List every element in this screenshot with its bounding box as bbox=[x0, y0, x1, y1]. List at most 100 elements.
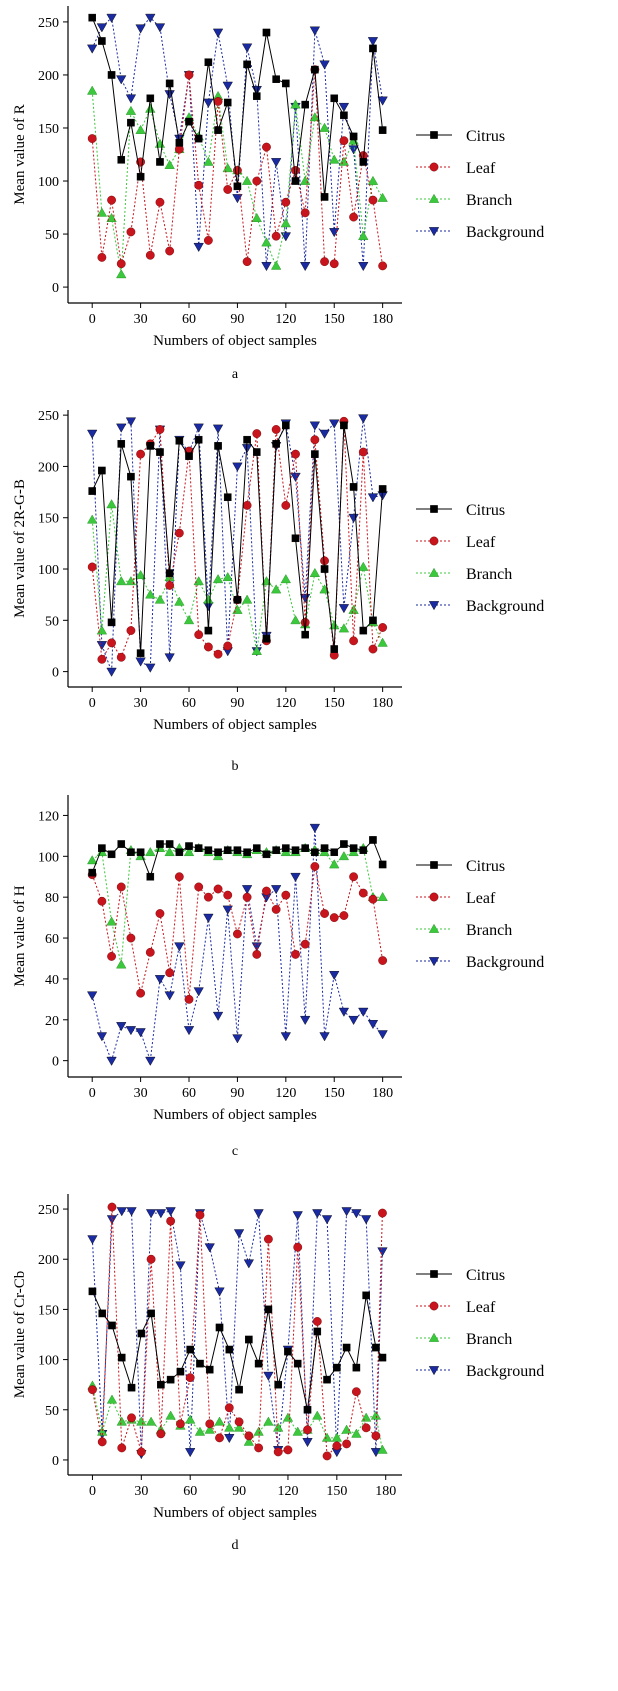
data-point-leaf bbox=[349, 636, 358, 646]
y-tick-label: 250 bbox=[38, 409, 59, 424]
x-tick-label: 0 bbox=[89, 312, 96, 327]
data-point-citrus bbox=[349, 844, 358, 852]
data-point-citrus bbox=[369, 616, 377, 625]
data-point-background bbox=[185, 1448, 196, 1458]
data-point-leaf bbox=[254, 1443, 264, 1453]
data-point-leaf bbox=[339, 911, 349, 920]
data-point-background bbox=[87, 1235, 98, 1245]
data-point-leaf bbox=[107, 638, 116, 648]
data-point-background bbox=[126, 1207, 137, 1217]
data-point-branch bbox=[203, 594, 214, 604]
data-point-leaf bbox=[358, 447, 368, 457]
legend-label-background: Background bbox=[466, 1363, 544, 1380]
data-point-background bbox=[183, 1026, 195, 1036]
data-point-citrus bbox=[215, 1323, 224, 1332]
data-point-leaf bbox=[339, 136, 349, 146]
data-point-citrus bbox=[88, 868, 97, 877]
data-point-background bbox=[193, 423, 204, 433]
data-point-background bbox=[145, 1056, 156, 1066]
data-point-leaf bbox=[97, 252, 107, 262]
data-point-background bbox=[338, 1007, 350, 1017]
data-point-leaf bbox=[117, 1443, 127, 1453]
data-point-leaf bbox=[215, 1433, 224, 1443]
data-point-leaf bbox=[174, 528, 184, 538]
x-tick-label: 30 bbox=[134, 312, 148, 327]
data-point-background bbox=[348, 513, 359, 523]
data-point-leaf bbox=[271, 905, 281, 914]
data-point-branch bbox=[358, 230, 369, 240]
x-tick-label: 30 bbox=[134, 1086, 148, 1101]
data-point-leaf bbox=[194, 630, 204, 640]
y-tick-label: 50 bbox=[45, 228, 59, 243]
legend-marker-leaf bbox=[429, 536, 439, 546]
data-point-leaf bbox=[88, 1385, 97, 1395]
data-point-branch bbox=[116, 959, 127, 969]
data-point-citrus bbox=[88, 1287, 97, 1296]
data-point-citrus bbox=[320, 193, 329, 201]
data-point-background bbox=[263, 1371, 274, 1381]
data-point-branch bbox=[263, 1416, 274, 1426]
x-tick-label: 180 bbox=[372, 696, 393, 711]
data-point-citrus bbox=[136, 649, 145, 657]
data-point-citrus bbox=[333, 1363, 341, 1372]
data-point-leaf bbox=[195, 1210, 205, 1220]
data-point-background bbox=[319, 429, 330, 439]
data-point-citrus bbox=[185, 117, 193, 126]
data-point-branch bbox=[377, 891, 388, 901]
y-tick-label: 0 bbox=[52, 666, 59, 681]
data-point-branch bbox=[300, 175, 311, 185]
data-point-background bbox=[116, 1022, 127, 1032]
x-tick-label: 60 bbox=[183, 1484, 197, 1499]
data-point-branch bbox=[145, 589, 156, 599]
data-point-citrus bbox=[282, 844, 290, 852]
data-point-leaf bbox=[145, 947, 155, 957]
data-point-leaf bbox=[281, 501, 291, 510]
data-point-background bbox=[106, 1056, 117, 1066]
chart-panel-a: 0 50 100 150 200 250 0 30 60 90 120 150 180 Numbers o… bbox=[12, 6, 544, 382]
x-tick-label: 150 bbox=[324, 1086, 345, 1101]
data-point-citrus bbox=[245, 1335, 253, 1344]
series-line-citrus bbox=[91, 839, 384, 879]
data-point-citrus bbox=[156, 158, 164, 166]
data-point-background bbox=[116, 75, 127, 85]
data-point-citrus bbox=[359, 626, 368, 635]
data-point-citrus bbox=[262, 634, 271, 643]
legend-marker-background bbox=[428, 957, 440, 967]
data-point-citrus bbox=[342, 1343, 351, 1352]
data-point-citrus bbox=[291, 846, 300, 854]
data-point-branch bbox=[125, 105, 137, 115]
data-point-leaf bbox=[281, 890, 291, 900]
y-tick-label: 100 bbox=[38, 563, 59, 578]
data-point-branch bbox=[271, 584, 282, 594]
data-point-background bbox=[377, 96, 388, 106]
data-point-branch bbox=[367, 175, 379, 185]
data-point-branch bbox=[351, 1428, 362, 1438]
data-point-branch bbox=[224, 1422, 235, 1432]
legend-label-citrus: Citrus bbox=[466, 128, 505, 145]
x-tick-label: 60 bbox=[182, 312, 196, 327]
data-point-citrus bbox=[117, 440, 126, 448]
data-point-background bbox=[329, 971, 340, 981]
data-point-branch bbox=[116, 1416, 127, 1426]
x-tick-label: 120 bbox=[275, 1086, 296, 1101]
data-point-background bbox=[309, 421, 321, 431]
legend-label-branch: Branch bbox=[466, 192, 512, 209]
panel-letter: b bbox=[232, 759, 239, 774]
data-point-background bbox=[309, 26, 321, 36]
data-point-citrus bbox=[262, 850, 271, 859]
y-tick-label: 0 bbox=[52, 1055, 59, 1070]
data-point-leaf bbox=[136, 1447, 146, 1457]
data-point-background bbox=[243, 1259, 254, 1269]
x-tick-label: 60 bbox=[182, 696, 196, 711]
data-point-branch bbox=[348, 604, 359, 614]
data-point-background bbox=[290, 472, 301, 482]
legend-label-branch: Branch bbox=[466, 922, 512, 939]
data-point-citrus bbox=[272, 75, 280, 83]
data-point-leaf bbox=[322, 1451, 332, 1461]
data-point-branch bbox=[309, 567, 321, 577]
data-point-branch bbox=[125, 576, 137, 586]
data-point-leaf bbox=[349, 212, 358, 222]
data-point-citrus bbox=[165, 569, 174, 577]
data-point-leaf bbox=[303, 1425, 312, 1435]
x-tick-label: 150 bbox=[326, 1484, 347, 1499]
